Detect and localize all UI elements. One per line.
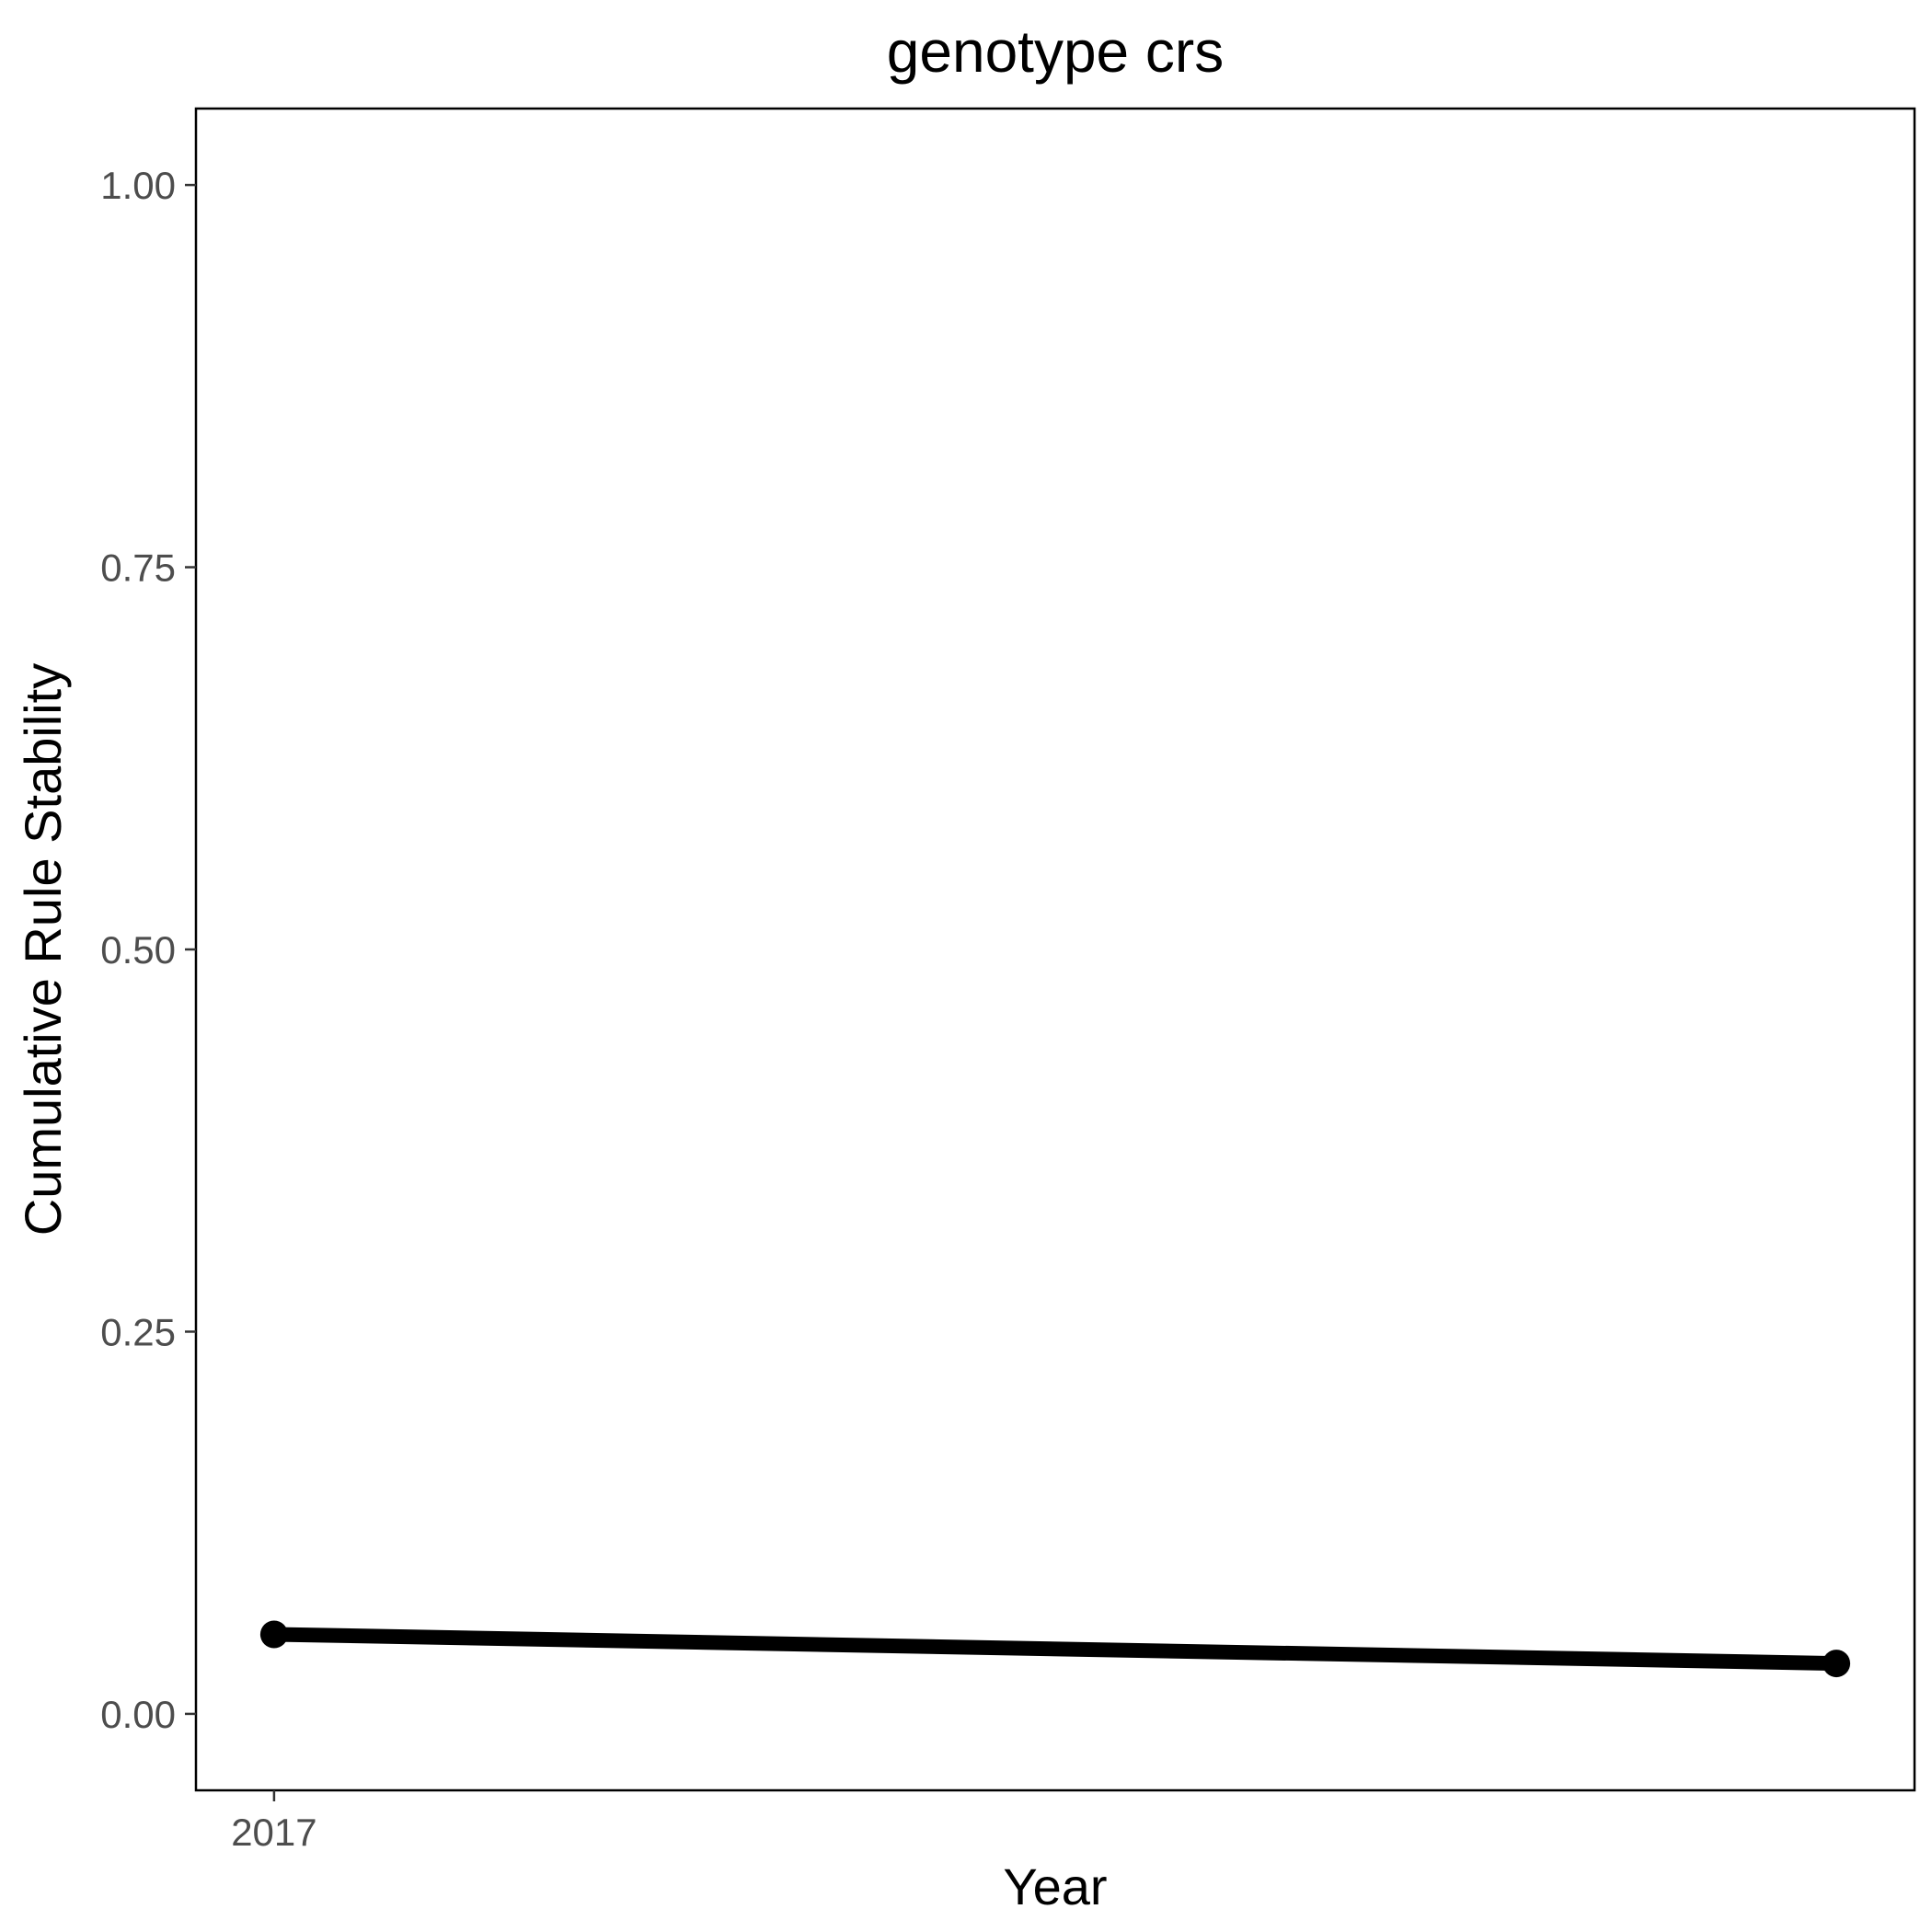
x-axis-title: Year [1003,1857,1107,1915]
data-point [259,1620,288,1649]
x-axis: 2017 [231,1790,317,1854]
series-line [266,1627,1845,1672]
chart-title: genotype crs [887,18,1224,85]
plot-panel [194,107,1916,1792]
series-layer [259,1620,1851,1678]
y-tick-label: 0.75 [100,546,176,590]
y-tick-label: 1.00 [100,164,176,207]
x-tick-label: 2017 [231,1811,316,1854]
y-tick-label: 0.00 [100,1693,176,1736]
y-tick-label: 0.50 [100,928,176,972]
y-tick-label: 0.25 [100,1310,176,1353]
data-point [1823,1650,1851,1678]
y-axis-title: Cumulative Rule Stability [14,663,72,1236]
y-axis: 0.00 0.25 0.50 0.75 1.00 [100,164,196,1736]
